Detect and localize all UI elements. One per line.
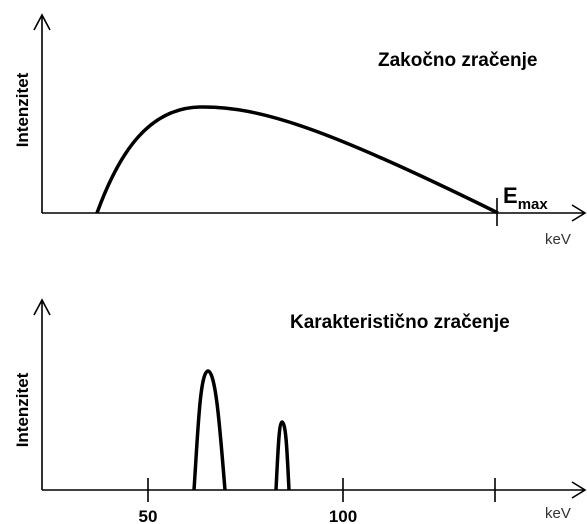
peak [192, 369, 227, 491]
x-label: keV [545, 505, 571, 522]
title: Zakočno zračenje [378, 50, 537, 71]
top-panel: Zakočno zračenje Intenzitet Emax keV [13, 13, 587, 248]
y-label: Intenzitet [13, 372, 32, 447]
x-axis [42, 481, 587, 499]
emax-sub: max [518, 196, 549, 213]
emax-main: E [503, 183, 518, 208]
tick-label: 100 [329, 507, 357, 524]
y-axis [33, 298, 51, 490]
emax: Emax [503, 183, 548, 213]
y-axis [33, 13, 51, 213]
peak [274, 420, 291, 491]
bremsstrahlung-curve [95, 105, 499, 215]
ticks [147, 478, 496, 502]
title: Karakteristično zračenje [290, 312, 510, 333]
y-label: Intenzitet [13, 72, 32, 147]
x-label: keV [545, 231, 571, 248]
bottom-panel: Karakteristično zračenje Intenzitet 50 1… [13, 298, 587, 524]
tick-label: 50 [139, 507, 158, 524]
